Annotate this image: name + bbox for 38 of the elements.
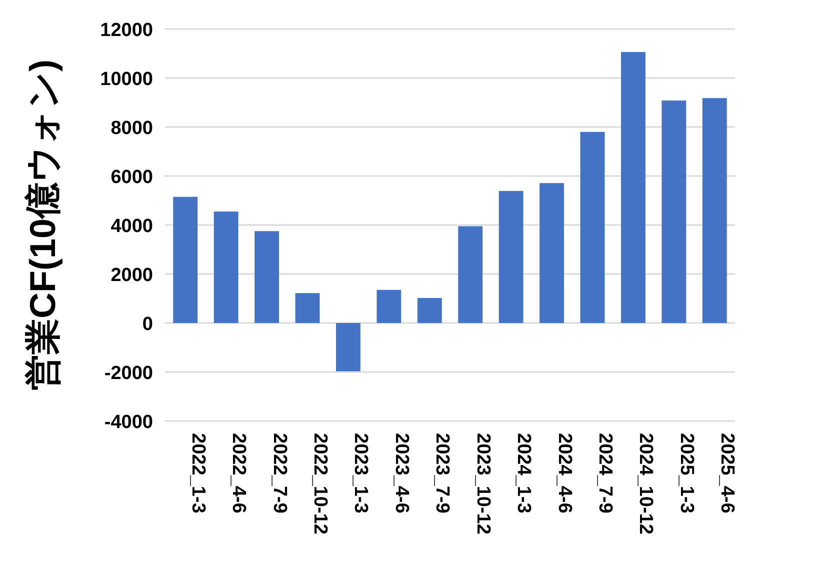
x-tick-label: 2025_4-6: [716, 433, 738, 514]
bar: [214, 212, 238, 323]
bar: [295, 293, 320, 323]
x-tick-label: 2025_1-3: [676, 433, 697, 514]
y-tick-label: 8000: [110, 118, 153, 139]
bar: [254, 231, 279, 323]
x-tick-label: 2024_1-3: [513, 433, 534, 514]
x-tick-label: 2023_1-3: [350, 433, 372, 514]
bar: [376, 290, 402, 323]
bar: [336, 323, 360, 372]
x-tick-label: 2024_4-6: [554, 433, 575, 514]
y-tick-label: 4000: [110, 216, 153, 237]
x-tick-label: 2022_4-6: [228, 433, 250, 514]
bar: [540, 183, 564, 323]
y-tick-label: 6000: [110, 167, 153, 188]
y-tick-label: -2000: [104, 363, 153, 384]
x-tick-label: 2022_10-12: [310, 433, 330, 534]
bar: [662, 100, 686, 323]
bar: [173, 196, 198, 323]
x-tick-label: 2023_4-6: [390, 433, 412, 514]
x-tick-label: 2023_7-9: [432, 433, 453, 514]
y-tick-label: 2000: [110, 265, 153, 286]
y-tick-label: 10000: [100, 69, 153, 90]
x-tick-label: 2022_7-9: [268, 433, 290, 514]
x-tick-label: 2022_1-3: [187, 433, 208, 514]
bar: [702, 98, 727, 323]
x-tick-label: 2024_7-9: [594, 433, 616, 514]
y-tick-label: 12000: [100, 20, 153, 41]
bar: [621, 52, 646, 323]
bar: [458, 226, 483, 323]
x-tick-label: 2023_10-12: [472, 433, 494, 534]
y-axis-title: 営業CF(10億ウォン): [22, 59, 63, 391]
bar: [580, 132, 605, 323]
bar: [498, 190, 524, 323]
bar: [417, 298, 442, 323]
x-tick-label: 2024_10-12: [635, 433, 656, 534]
y-tick-label: 0: [142, 314, 153, 335]
y-tick-label: -4000: [104, 412, 153, 433]
